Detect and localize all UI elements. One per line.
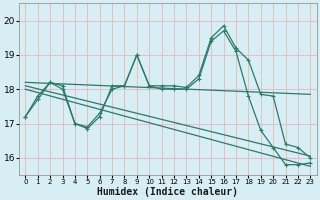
- X-axis label: Humidex (Indice chaleur): Humidex (Indice chaleur): [97, 186, 238, 197]
